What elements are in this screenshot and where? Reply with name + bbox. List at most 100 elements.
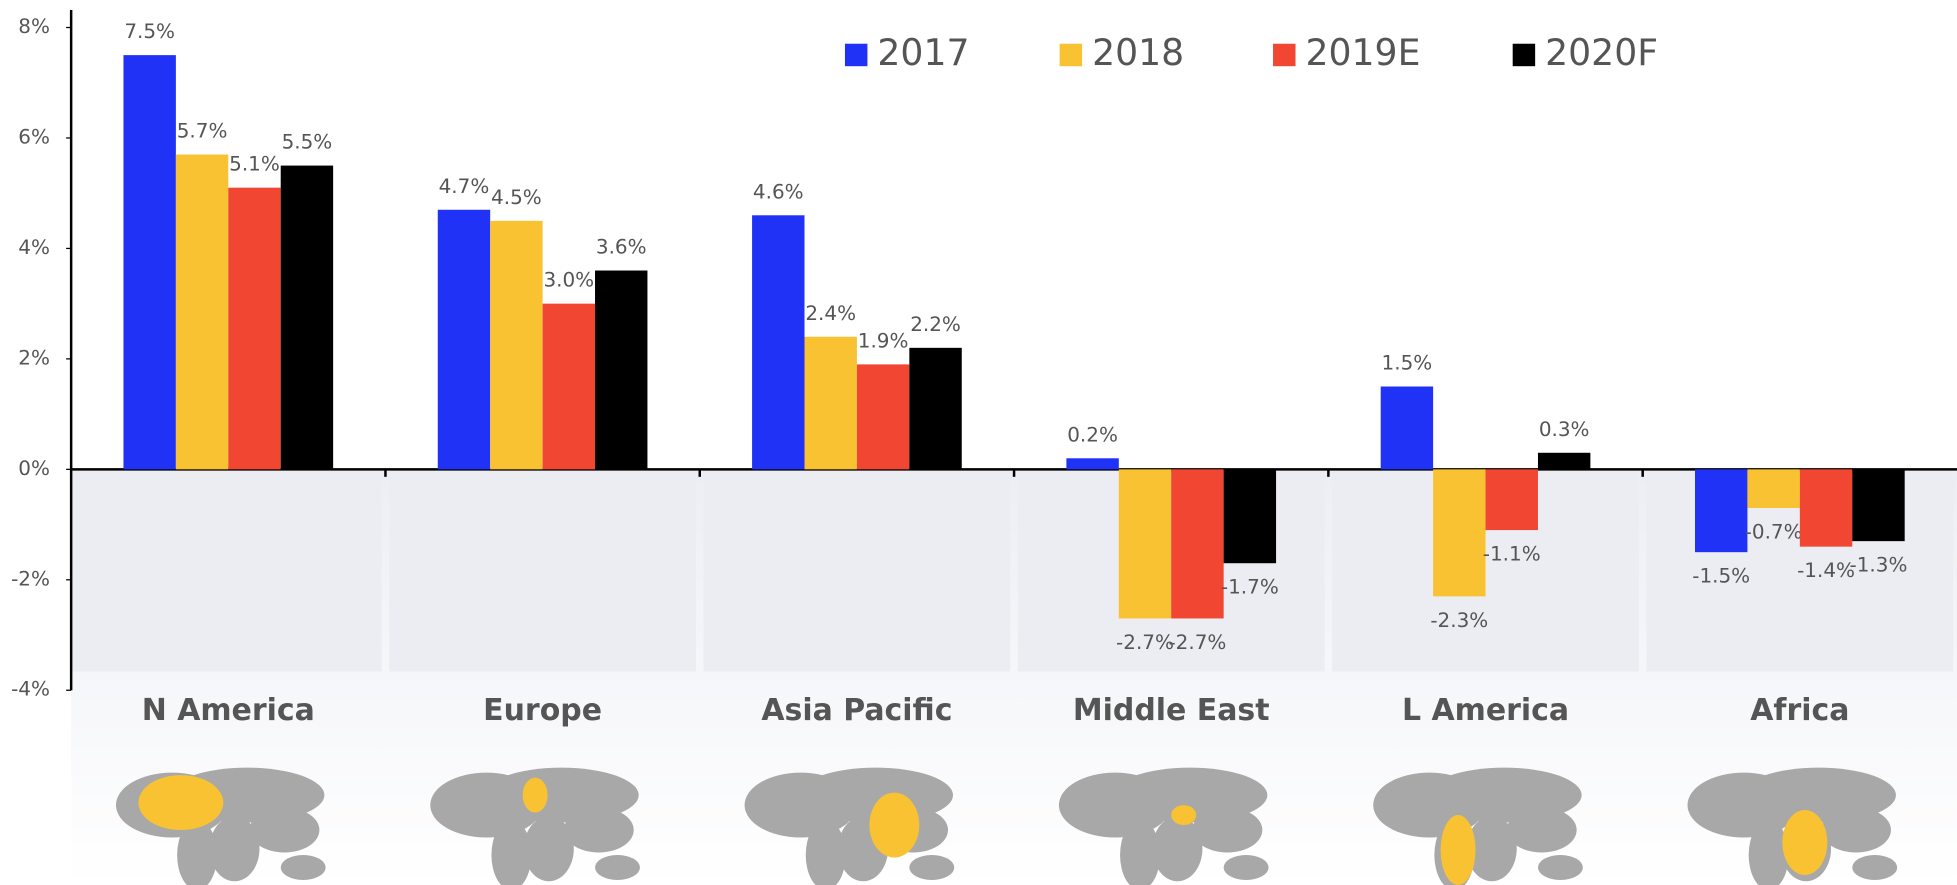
map-land [249, 807, 320, 853]
y-tick-label: 4% [18, 235, 50, 259]
map-highlight [138, 775, 224, 831]
legend-label: 2017 [877, 31, 969, 74]
map-highlight [1440, 815, 1476, 885]
region-map [1373, 767, 1583, 885]
category-label: Middle East [1073, 693, 1270, 728]
bar [542, 303, 596, 470]
map-land [1537, 854, 1583, 880]
legend-swatch [1273, 43, 1296, 67]
bar [1852, 469, 1905, 542]
region-map [1058, 767, 1269, 885]
bar [490, 220, 543, 470]
bar [437, 209, 491, 470]
region-map [430, 767, 640, 885]
map-land [1821, 807, 1891, 853]
bar [1537, 452, 1591, 470]
bar [228, 187, 281, 470]
y-tick-label: 2% [18, 345, 50, 369]
map-land [1120, 820, 1160, 885]
value-label: 5.5% [282, 130, 333, 154]
bar [280, 165, 334, 470]
value-label: 1.5% [1382, 351, 1433, 375]
map-land [280, 854, 326, 880]
value-label: 4.7% [439, 174, 490, 198]
bar [804, 336, 857, 470]
bar [909, 347, 962, 470]
map-highlight [1171, 805, 1197, 826]
map-land [209, 816, 260, 882]
bar [595, 270, 648, 470]
map-land [595, 854, 640, 880]
value-label: 4.5% [491, 185, 542, 209]
value-label: -2.3% [1430, 608, 1488, 632]
bar [1066, 458, 1119, 470]
bar [1171, 469, 1224, 619]
region-map [1687, 767, 1898, 885]
region-map [115, 767, 326, 885]
y-tick-label: 6% [18, 124, 50, 148]
value-label: 7.5% [124, 19, 175, 43]
bar [123, 55, 176, 470]
bar [1223, 469, 1277, 564]
value-label: 2.2% [910, 312, 961, 336]
value-label: 0.3% [1539, 417, 1590, 441]
map-highlight [869, 792, 920, 858]
map-land [523, 816, 574, 882]
map-land [1748, 820, 1789, 885]
map-land [1466, 816, 1517, 882]
map-land [1192, 807, 1263, 853]
value-label: -1.5% [1692, 564, 1750, 588]
map-land [563, 807, 634, 853]
map-highlight [522, 777, 548, 813]
bar [175, 154, 229, 470]
legend-swatch [844, 43, 868, 67]
negative-panel [389, 469, 697, 672]
y-tick-label: -4% [11, 677, 50, 701]
bar [1380, 386, 1434, 470]
region-map [744, 767, 955, 885]
bar [1799, 469, 1853, 547]
negative-panel [71, 469, 382, 672]
map-land [177, 820, 218, 885]
legend-swatch [1059, 43, 1083, 67]
negative-panel [703, 469, 1011, 672]
map-land [1223, 854, 1269, 880]
value-label: 5.7% [177, 119, 228, 143]
y-tick-label: -2% [11, 566, 50, 590]
value-label: -1.7% [1221, 575, 1279, 599]
value-label: 3.6% [596, 235, 647, 259]
value-label: -2.7% [1116, 630, 1174, 654]
value-label: 2.4% [805, 301, 856, 325]
value-label: 1.9% [858, 328, 909, 352]
bar [1485, 469, 1538, 531]
category-label: Africa [1750, 693, 1849, 728]
region-background [71, 469, 1957, 885]
map-land [1506, 807, 1577, 853]
map-land [805, 820, 846, 885]
bar [1695, 469, 1748, 553]
category-label: Europe [483, 693, 602, 728]
value-label: 5.1% [229, 152, 280, 176]
value-label: -1.3% [1850, 553, 1908, 577]
legend-swatch [1512, 43, 1536, 67]
category-label: L America [1402, 693, 1569, 728]
legend-label: 2018 [1092, 31, 1184, 74]
value-label: -1.1% [1483, 542, 1541, 566]
value-label: 0.2% [1067, 422, 1118, 446]
value-label: 4.6% [753, 179, 804, 203]
value-label: -0.7% [1745, 519, 1803, 543]
value-label: -1.4% [1797, 558, 1855, 582]
value-label: -2.7% [1168, 630, 1226, 654]
bar [856, 364, 910, 470]
map-land [1852, 854, 1898, 880]
bar [1433, 469, 1486, 597]
map-land [491, 820, 532, 885]
y-tick-label: 8% [18, 14, 50, 38]
map-highlight [1782, 810, 1828, 875]
map-land [909, 854, 955, 880]
y-tick-label: 0% [18, 456, 50, 480]
legend-label: 2020F [1545, 31, 1658, 74]
bar [752, 215, 805, 470]
bar [1747, 469, 1800, 508]
